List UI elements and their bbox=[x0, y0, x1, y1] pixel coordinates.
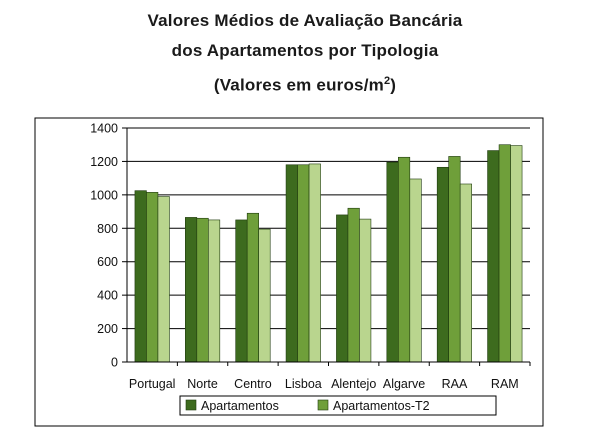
bar-raa-series-1 bbox=[436, 166, 449, 363]
chart-title: Valores Médios de Avaliação Bancária dos… bbox=[0, 6, 610, 96]
legend-swatch-1 bbox=[185, 399, 197, 411]
bar-ram-series-2 bbox=[498, 144, 511, 363]
x-tick-label-centro: Centro bbox=[234, 377, 272, 391]
bar-alentejo-series-1 bbox=[336, 214, 349, 363]
chart-frame bbox=[34, 117, 544, 427]
x-tick-label-lisboa: Lisboa bbox=[285, 377, 322, 391]
x-tick-label-algarve: Algarve bbox=[383, 377, 425, 391]
title-line-2: dos Apartamentos por Tipologia bbox=[171, 41, 439, 60]
bar-alentejo-series-3 bbox=[359, 218, 372, 363]
bar-lisboa-series-2 bbox=[297, 164, 310, 363]
bar-norte-series-3 bbox=[208, 219, 221, 363]
bar-alentejo-series-2 bbox=[347, 207, 360, 363]
bar-centro-series-3 bbox=[258, 228, 271, 363]
y-tick-label-0: 0 bbox=[111, 356, 118, 370]
y-tick-label-200: 200 bbox=[97, 322, 118, 336]
y-tick-label-1000: 1000 bbox=[90, 188, 118, 202]
y-tick-label-400: 400 bbox=[97, 289, 118, 303]
x-tick-label-alentejo: Alentejo bbox=[331, 377, 376, 391]
bar-portugal-series-2 bbox=[146, 192, 159, 363]
legend-label-2: Apartamentos-T2 bbox=[333, 399, 430, 413]
bar-lisboa-series-3 bbox=[308, 163, 321, 363]
y-tick-label-1200: 1200 bbox=[90, 155, 118, 169]
legend-label-1: Apartamentos bbox=[201, 399, 279, 413]
y-tick-labels: 0 200 400 600 800 1000 1200 1400 bbox=[90, 122, 118, 370]
bar-norte-series-2 bbox=[196, 217, 209, 363]
bar-portugal-series-1 bbox=[134, 190, 147, 363]
title-line-3-prefix: (Valores em euros/m bbox=[213, 75, 384, 95]
x-tick-labels: Portugal Norte Centro Lisboa Alentejo Algarve… bbox=[129, 377, 519, 391]
y-tick-label-600: 600 bbox=[97, 255, 118, 269]
y-tick-label-1400: 1400 bbox=[90, 122, 118, 136]
bar-ram-series-1 bbox=[487, 150, 500, 363]
title-superscript: 2 bbox=[383, 75, 391, 87]
legend-swatch-2 bbox=[317, 399, 329, 411]
bar-raa-series-2 bbox=[448, 156, 461, 363]
bar-algarve-series-2 bbox=[398, 156, 411, 363]
axes bbox=[126, 128, 531, 366]
x-tick-label-ram: RAM bbox=[491, 377, 519, 391]
title-line-3-suffix: ) bbox=[390, 75, 397, 95]
x-tick-label-portugal: Portugal bbox=[129, 377, 176, 391]
bars bbox=[134, 144, 523, 363]
y-tick-label-800: 800 bbox=[97, 222, 118, 236]
bar-centro-series-2 bbox=[246, 212, 259, 363]
bar-algarve-series-1 bbox=[386, 161, 399, 363]
x-tick-label-raa: RAA bbox=[442, 377, 468, 391]
bar-ram-series-3 bbox=[510, 145, 523, 363]
bar-norte-series-1 bbox=[185, 217, 198, 363]
x-tick-label-norte: Norte bbox=[187, 377, 218, 391]
title-line-1: Valores Médios de Avaliação Bancária bbox=[147, 11, 463, 30]
title-line-3: (Valores em euros/m2) bbox=[0, 66, 610, 96]
bar-portugal-series-3 bbox=[157, 196, 170, 363]
bar-lisboa-series-1 bbox=[285, 164, 298, 363]
bar-algarve-series-3 bbox=[409, 178, 422, 363]
bar-centro-series-1 bbox=[235, 219, 248, 363]
legend-box bbox=[179, 395, 497, 416]
bar-raa-series-3 bbox=[459, 183, 472, 363]
legend: Apartamentos Apartamentos-T2 bbox=[179, 395, 497, 416]
